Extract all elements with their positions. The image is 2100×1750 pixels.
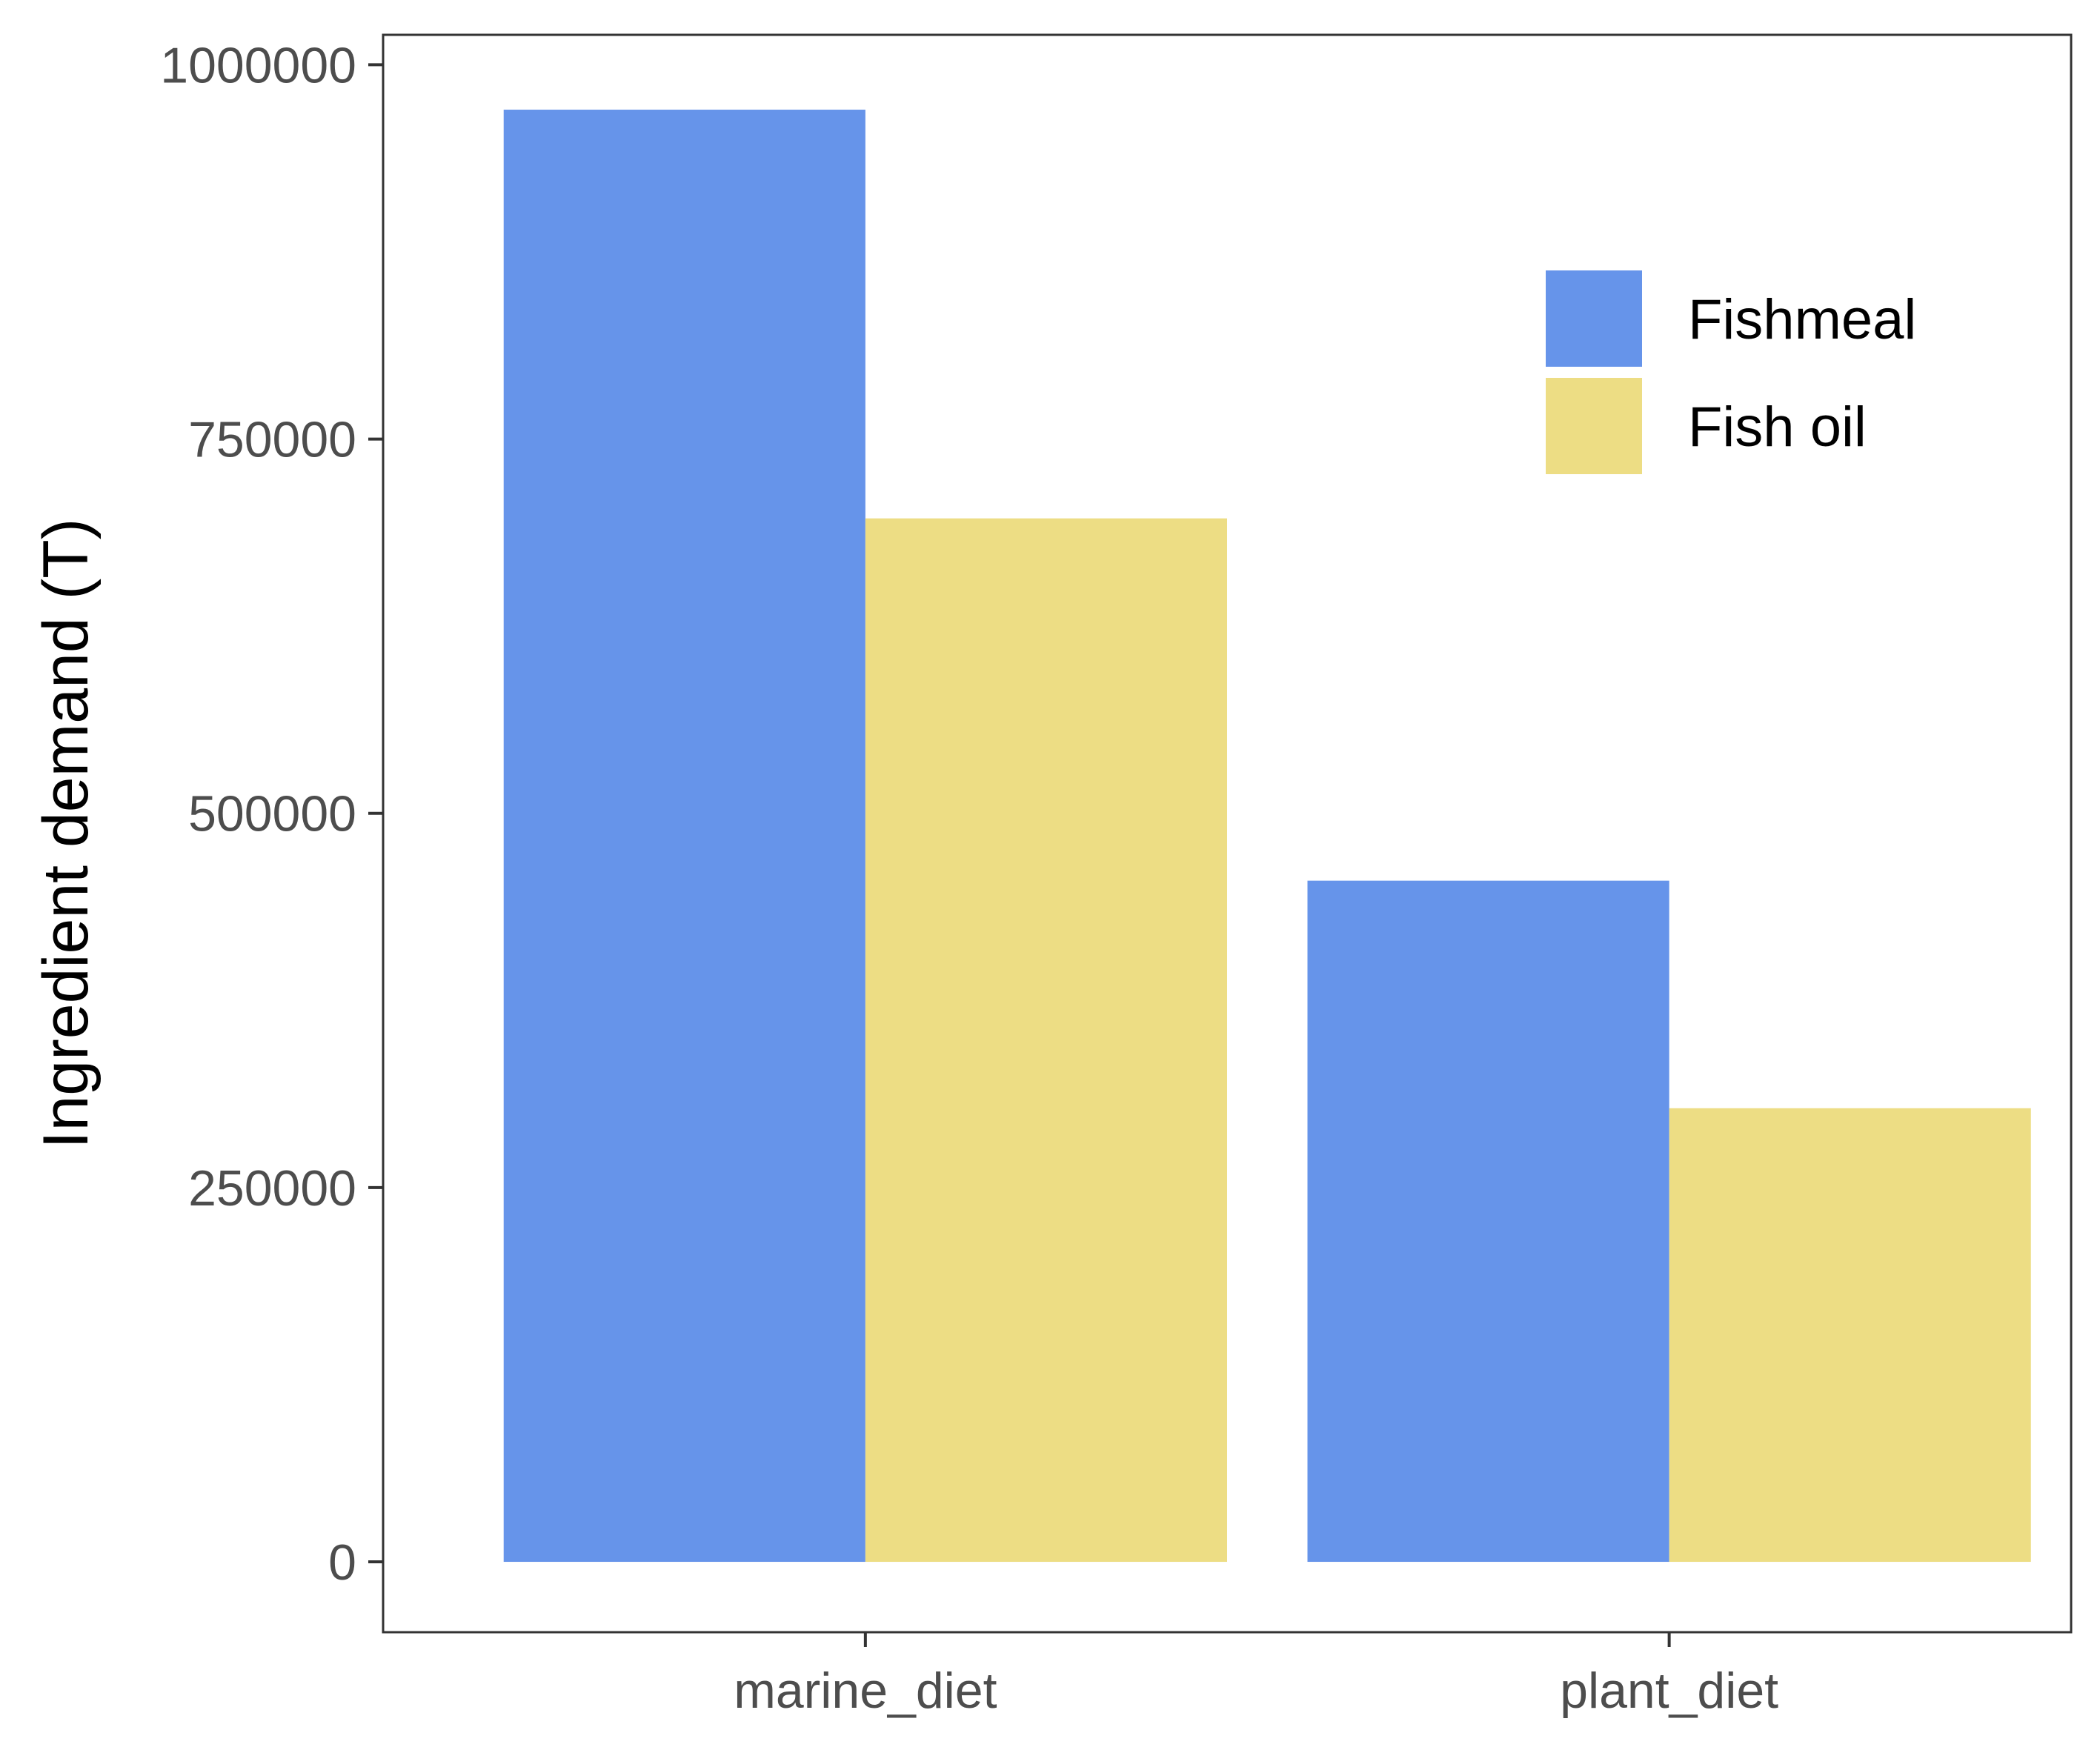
legend-key-fishmeal xyxy=(1546,270,1642,367)
bars-layer xyxy=(503,110,2031,1563)
y-tick-label: 0 xyxy=(328,1534,356,1591)
legend: Fishmeal Fish oil xyxy=(1546,270,1916,474)
y-tick-label: 750000 xyxy=(188,412,356,468)
y-axis: 0 250000 500000 750000 1000000 xyxy=(160,37,383,1591)
x-tick-label-marine-diet: marine_diet xyxy=(734,1663,997,1719)
x-axis: marine_diet plant_diet xyxy=(734,1632,1778,1719)
y-tick-label: 250000 xyxy=(188,1160,356,1217)
bar-fish-oil-marine-diet xyxy=(865,518,1227,1563)
y-tick-label: 1000000 xyxy=(160,37,356,93)
legend-label-fishmeal: Fishmeal xyxy=(1688,288,1916,351)
bar-fishmeal-plant-diet xyxy=(1307,880,1669,1563)
legend-key-fish-oil xyxy=(1546,378,1642,474)
bar-fish-oil-plant-diet xyxy=(1669,1108,2031,1563)
y-axis-title: Ingredient demand (T) xyxy=(30,519,102,1149)
bar-fishmeal-marine-diet xyxy=(503,110,865,1563)
y-tick-label: 500000 xyxy=(188,786,356,842)
x-tick-label-plant-diet: plant_diet xyxy=(1560,1663,1778,1719)
plot-panel-border xyxy=(382,33,2073,1634)
legend-label-fish-oil: Fish oil xyxy=(1688,396,1867,459)
